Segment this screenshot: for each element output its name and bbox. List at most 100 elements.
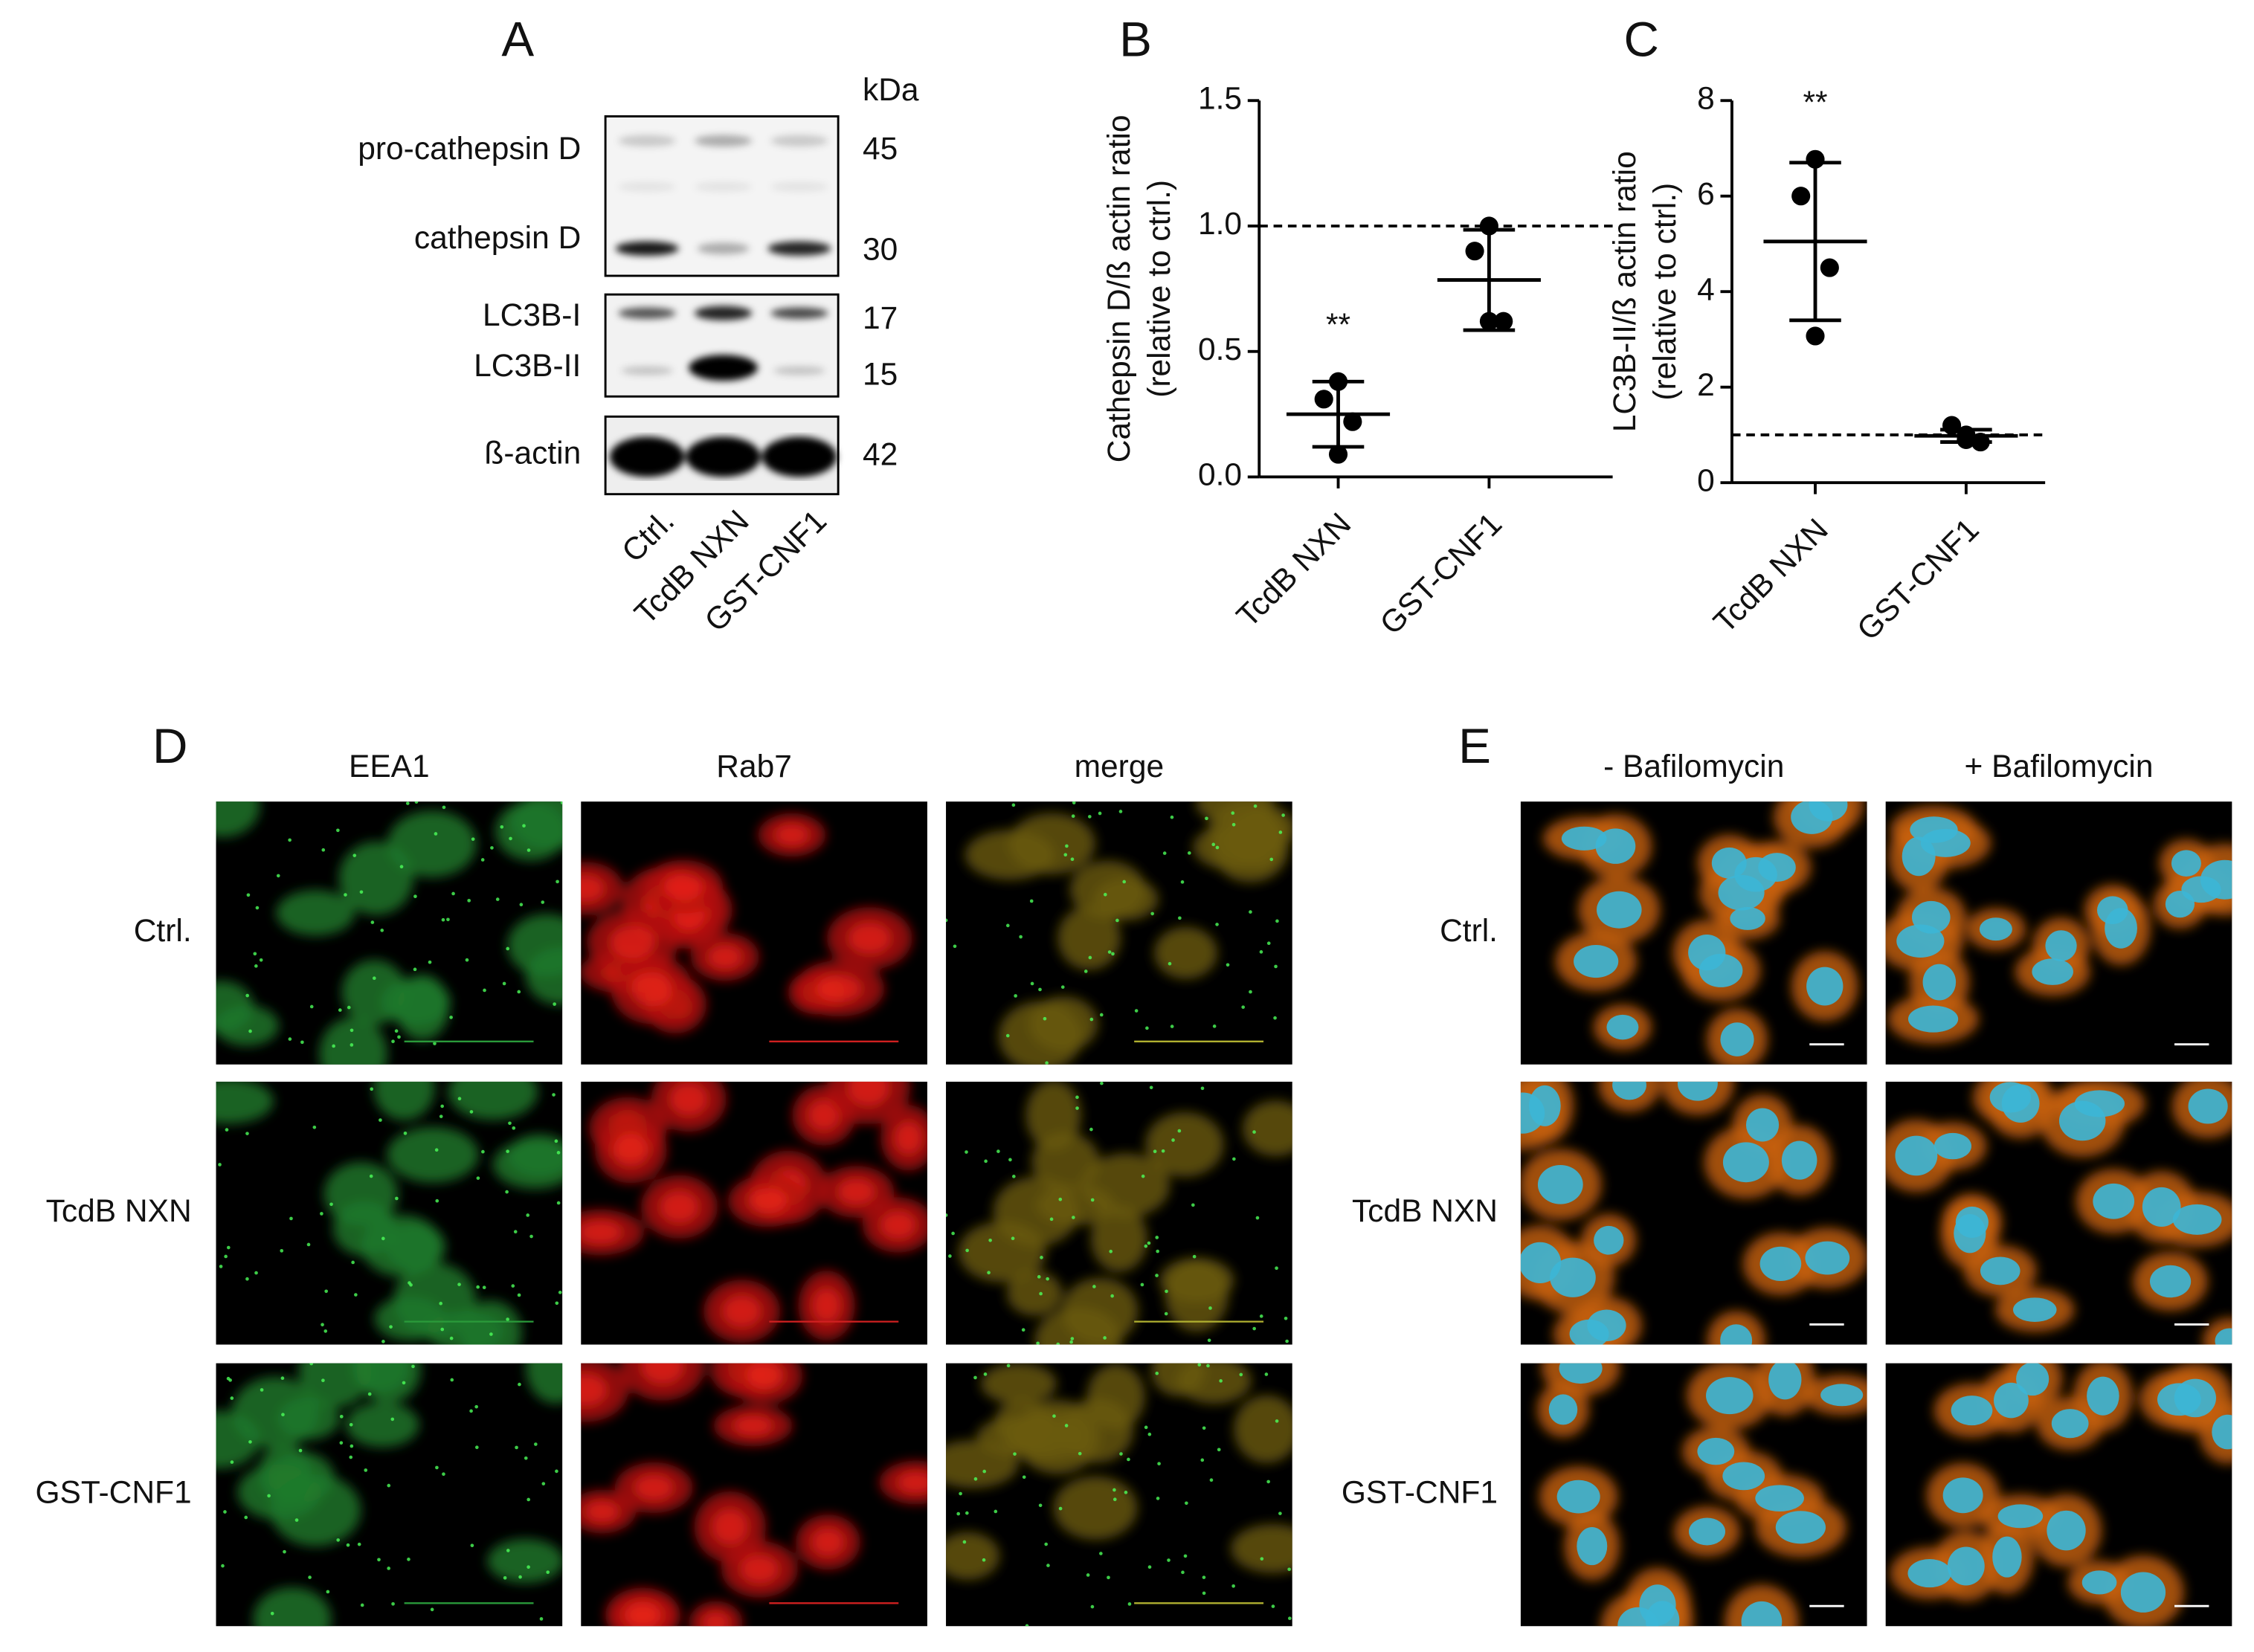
column-label: EEA1 <box>349 749 430 784</box>
micrograph-content <box>216 1363 563 1627</box>
perinuclear <box>585 1500 619 1523</box>
punctum <box>560 801 563 804</box>
punctum <box>1211 842 1216 847</box>
punctum <box>1070 857 1075 862</box>
perinuclear <box>894 1121 923 1155</box>
data-point <box>1942 416 1962 435</box>
punctum <box>1058 1506 1063 1511</box>
micrograph-content <box>581 813 912 1042</box>
nucleus <box>1947 1546 1985 1586</box>
nucleus <box>2157 1383 2201 1416</box>
punctum <box>1266 1480 1270 1484</box>
punctum <box>428 960 432 964</box>
nucleus <box>1520 1092 1545 1134</box>
punctum <box>1252 1130 1256 1134</box>
cell <box>1151 1363 1205 1396</box>
data-point <box>1343 412 1362 431</box>
band <box>618 307 676 319</box>
punctum <box>1049 1217 1054 1222</box>
nucleus <box>1910 816 1958 843</box>
punctum <box>336 1538 340 1542</box>
perinuclear <box>722 1295 761 1327</box>
punctum <box>1241 1005 1245 1009</box>
kda-label: 45 <box>863 132 898 167</box>
data-point <box>1479 312 1498 331</box>
punctum <box>1164 1311 1168 1316</box>
punctum <box>1030 981 1034 986</box>
nucleus <box>2142 1187 2181 1227</box>
nucleus <box>2032 958 2073 985</box>
punctum <box>480 858 485 862</box>
punctum <box>367 1392 372 1396</box>
punctum <box>518 1575 522 1579</box>
punctum <box>515 1445 518 1450</box>
punctum <box>506 1317 509 1321</box>
punctum <box>527 848 531 852</box>
punctum <box>1141 1174 1145 1178</box>
kda-label: 30 <box>863 232 898 267</box>
punctum <box>1147 1432 1152 1436</box>
punctum <box>411 1364 415 1369</box>
micrographs: D EEA1 Rab7 merge Ctrl. TcdB NXN GST-CNF1 E - Ba… <box>35 719 2232 1627</box>
punctum <box>1038 987 1042 992</box>
punctum <box>323 1329 328 1333</box>
punctum <box>556 1151 561 1155</box>
perinuclear <box>880 1210 916 1239</box>
cell <box>380 978 451 1026</box>
y-tick-label: 1.0 <box>1198 207 1242 242</box>
punctum <box>1078 1451 1082 1456</box>
punctum <box>1219 1379 1223 1383</box>
punctum <box>512 1126 516 1130</box>
perinuclear <box>613 1134 649 1167</box>
perinuclear <box>848 923 891 955</box>
punctum <box>1232 1157 1236 1161</box>
punctum <box>1075 1095 1079 1100</box>
punctum <box>554 1139 558 1143</box>
punctum <box>1278 830 1283 834</box>
punctum <box>469 1409 473 1413</box>
cell <box>1093 877 1159 921</box>
nucleus <box>1548 1394 1578 1425</box>
punctum <box>309 1363 314 1366</box>
band <box>686 436 761 477</box>
punctum <box>339 1414 344 1419</box>
punctum <box>1036 1341 1040 1345</box>
punctum <box>1231 822 1236 827</box>
kda-label: 15 <box>863 357 898 392</box>
nucleus <box>1907 1558 1951 1588</box>
punctum <box>1264 1372 1269 1376</box>
cell <box>980 1363 1057 1404</box>
nucleus <box>1677 1081 1718 1101</box>
nucleus <box>1922 964 1957 1001</box>
punctum <box>1098 811 1102 816</box>
punctum <box>1231 811 1235 815</box>
punctum <box>336 828 340 833</box>
perinuclear <box>581 875 605 903</box>
cell <box>448 1081 538 1120</box>
punctum <box>248 1440 252 1444</box>
punctum <box>332 1044 335 1048</box>
nucleus <box>1805 1241 1850 1275</box>
cell <box>231 1377 319 1448</box>
nucleus <box>2093 1183 2135 1219</box>
panel-letter: E <box>1458 719 1491 773</box>
punctum <box>349 1422 353 1427</box>
data-point <box>1957 430 1976 449</box>
panel-letter: D <box>152 719 187 773</box>
punctum <box>1071 814 1075 819</box>
punctum <box>283 1549 286 1554</box>
punctum <box>1161 1149 1165 1153</box>
punctum <box>221 1564 225 1568</box>
y-tick-label: 8 <box>1697 81 1715 116</box>
column-label: - Bafilomycin <box>1603 749 1784 784</box>
data-point <box>1328 445 1348 464</box>
punctum <box>1110 1294 1114 1298</box>
punctum <box>511 1284 515 1288</box>
nucleus <box>1720 1022 1754 1056</box>
punctum <box>483 988 486 993</box>
nucleus <box>1688 1517 1726 1546</box>
punctum <box>1202 1575 1206 1579</box>
nucleus <box>1992 1536 2022 1578</box>
nucleus <box>2081 1570 2117 1595</box>
punctum <box>1070 1337 1075 1340</box>
